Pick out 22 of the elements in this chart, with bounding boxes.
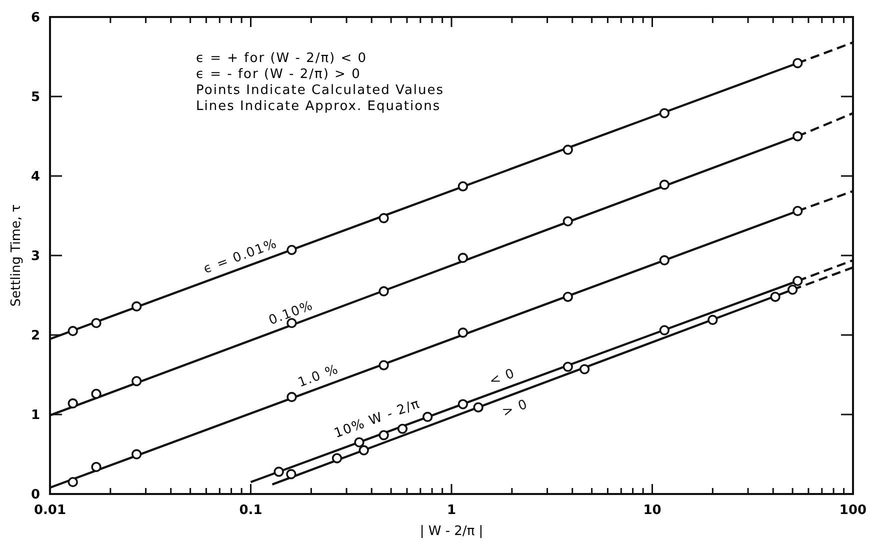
annotation: Lines Indicate Approx. Equations [196, 99, 441, 114]
y-axis-title: Settling Time, τ [9, 204, 24, 307]
y-tick-label: 2 [30, 328, 40, 344]
y-tick-label: 5 [30, 90, 40, 106]
text: < 0 [488, 366, 518, 390]
y-tick-label: 4 [30, 170, 40, 185]
annotation: ϵ = + for (W - 2/π) < 0 [196, 51, 368, 66]
y-tick-label: 0 [30, 488, 40, 503]
x-tick-label: 1 [446, 503, 456, 518]
x-tick-label: 0.01 [34, 503, 66, 518]
text: 1.0 % [296, 362, 341, 391]
x-tick-label: 0.1 [239, 503, 262, 518]
y-tick-label: 6 [30, 10, 40, 26]
x-tick-label: 10 [643, 503, 662, 518]
y-tick-label: 1 [30, 408, 40, 424]
annotation: Points Indicate Calculated Values [196, 83, 444, 98]
annotation: 10% W - 2/π [332, 396, 422, 442]
x-tick-label: 100 [839, 503, 867, 518]
text: > 0 [500, 396, 530, 420]
annotation: ϵ = - for (W - 2/π) > 0 [196, 67, 361, 82]
x-axis-title: | W - 2/π | [420, 524, 484, 539]
y-tick-label: 3 [30, 249, 40, 264]
